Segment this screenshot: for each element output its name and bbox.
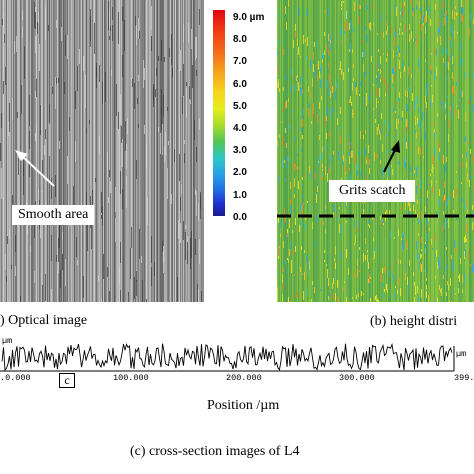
panel-a-caption: ) Optical image — [0, 313, 88, 328]
smooth-area-label: Smooth area — [12, 205, 95, 225]
colorbar-tick-label: 8.0 — [233, 34, 247, 46]
colorbar-tick-label: 7.0 — [233, 56, 247, 68]
panel-c-caption: (c) cross-section images of L4 — [130, 444, 300, 459]
height-colorbar — [213, 10, 225, 216]
optical-image — [0, 0, 204, 302]
profile-x-tick-label: 200.000 — [226, 373, 262, 383]
optical-image-panel: Smooth area — [0, 0, 204, 302]
colorbar-tick-label: 4.0 — [233, 123, 247, 134]
profile-x-label: Position /µm — [207, 398, 280, 413]
cross-section-line — [277, 214, 474, 218]
profile-y-unit-right: µm — [456, 349, 467, 359]
profile-x-tick-label: .0.000 — [0, 373, 31, 383]
marker-c-box: c — [59, 373, 75, 388]
cross-section-profile — [0, 342, 455, 372]
height-map-panel: Grits scatch — [277, 0, 474, 302]
height-map-image — [277, 0, 474, 302]
profile-x-tick-label: 300.000 — [339, 373, 375, 383]
grits-scratch-label: Grits scatch — [329, 180, 416, 202]
colorbar-tick-label: 1.0 — [233, 189, 247, 201]
colorbar-tick-label: 6.0 — [233, 78, 247, 90]
colorbar-tick-label: 2.0 — [233, 167, 247, 179]
profile-y-unit: µm — [2, 336, 13, 346]
colorbar-tick-label: 0.0 — [233, 211, 247, 223]
grits-scratch-arrow — [383, 140, 400, 173]
panel-b-caption: (b) height distri — [370, 314, 458, 329]
profile-trace — [1, 342, 453, 372]
profile-x-tick-label: 100.000 — [113, 373, 149, 383]
smooth-area-arrow — [15, 150, 55, 187]
profile-x-tick-label: 399. — [454, 373, 474, 383]
colorbar-tick-label: 3.0 — [233, 145, 247, 157]
colorbar-tick-label: 9.0 µm — [233, 12, 265, 23]
colorbar-tick-label: 5.0 — [233, 100, 247, 112]
